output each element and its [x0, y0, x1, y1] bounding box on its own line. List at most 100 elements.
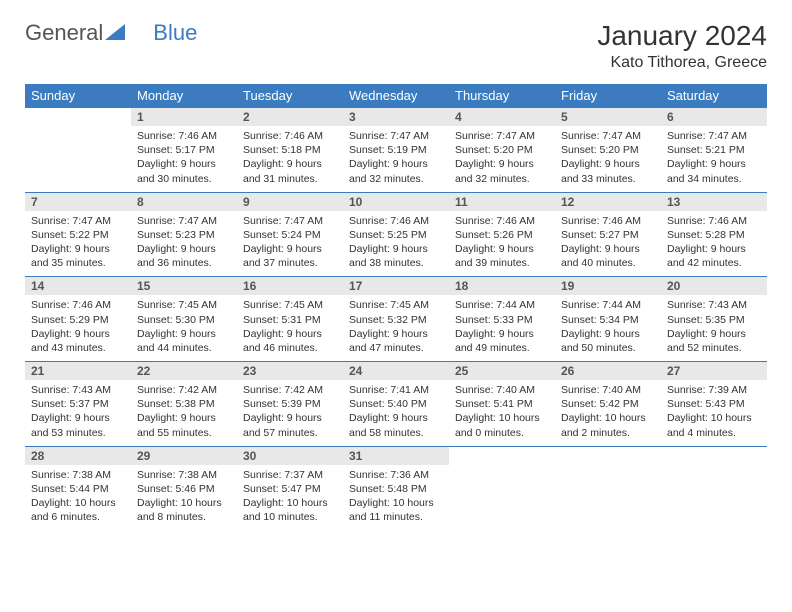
- day-number: 6: [661, 107, 767, 126]
- calendar-week-row: 7Sunrise: 7:47 AMSunset: 5:22 PMDaylight…: [25, 192, 767, 277]
- day-number: 24: [343, 361, 449, 380]
- column-header: Sunday: [25, 84, 131, 107]
- calendar-body: 1Sunrise: 7:46 AMSunset: 5:17 PMDaylight…: [25, 107, 767, 530]
- day-number: 23: [237, 361, 343, 380]
- calendar-day-cell: 11Sunrise: 7:46 AMSunset: 5:26 PMDayligh…: [449, 192, 555, 277]
- day-details: Sunrise: 7:47 AMSunset: 5:23 PMDaylight:…: [131, 211, 237, 277]
- month-title: January 2024: [597, 20, 767, 52]
- day-number: 25: [449, 361, 555, 380]
- day-details: Sunrise: 7:47 AMSunset: 5:22 PMDaylight:…: [25, 211, 131, 277]
- calendar-day-cell: 16Sunrise: 7:45 AMSunset: 5:31 PMDayligh…: [237, 276, 343, 361]
- calendar-day-cell: 14Sunrise: 7:46 AMSunset: 5:29 PMDayligh…: [25, 276, 131, 361]
- calendar-day-cell: 9Sunrise: 7:47 AMSunset: 5:24 PMDaylight…: [237, 192, 343, 277]
- day-details: Sunrise: 7:42 AMSunset: 5:39 PMDaylight:…: [237, 380, 343, 446]
- day-number: [25, 107, 131, 126]
- day-details: Sunrise: 7:45 AMSunset: 5:31 PMDaylight:…: [237, 295, 343, 361]
- day-number: 2: [237, 107, 343, 126]
- day-number: 17: [343, 276, 449, 295]
- day-details: Sunrise: 7:47 AMSunset: 5:21 PMDaylight:…: [661, 126, 767, 192]
- day-details: Sunrise: 7:40 AMSunset: 5:42 PMDaylight:…: [555, 380, 661, 446]
- day-number: 27: [661, 361, 767, 380]
- day-details: Sunrise: 7:47 AMSunset: 5:24 PMDaylight:…: [237, 211, 343, 277]
- calendar-day-cell: 8Sunrise: 7:47 AMSunset: 5:23 PMDaylight…: [131, 192, 237, 277]
- logo-text-1: General: [25, 20, 103, 46]
- day-number: 29: [131, 446, 237, 465]
- column-header: Tuesday: [237, 84, 343, 107]
- day-details: Sunrise: 7:46 AMSunset: 5:28 PMDaylight:…: [661, 211, 767, 277]
- day-number: 31: [343, 446, 449, 465]
- day-number: 21: [25, 361, 131, 380]
- day-number: [449, 446, 555, 465]
- calendar-day-cell: 23Sunrise: 7:42 AMSunset: 5:39 PMDayligh…: [237, 361, 343, 446]
- day-number: 19: [555, 276, 661, 295]
- day-number: 13: [661, 192, 767, 211]
- calendar-day-cell: 28Sunrise: 7:38 AMSunset: 5:44 PMDayligh…: [25, 446, 131, 531]
- calendar-day-cell: 29Sunrise: 7:38 AMSunset: 5:46 PMDayligh…: [131, 446, 237, 531]
- day-number: 16: [237, 276, 343, 295]
- logo-triangle-icon: [105, 20, 125, 46]
- day-number: [661, 446, 767, 465]
- day-number: 26: [555, 361, 661, 380]
- day-details: Sunrise: 7:43 AMSunset: 5:35 PMDaylight:…: [661, 295, 767, 361]
- day-details: Sunrise: 7:41 AMSunset: 5:40 PMDaylight:…: [343, 380, 449, 446]
- day-details: Sunrise: 7:46 AMSunset: 5:17 PMDaylight:…: [131, 126, 237, 192]
- day-details: Sunrise: 7:37 AMSunset: 5:47 PMDaylight:…: [237, 465, 343, 531]
- calendar-day-cell: 7Sunrise: 7:47 AMSunset: 5:22 PMDaylight…: [25, 192, 131, 277]
- day-number: 7: [25, 192, 131, 211]
- calendar-day-cell: 4Sunrise: 7:47 AMSunset: 5:20 PMDaylight…: [449, 107, 555, 192]
- column-header: Friday: [555, 84, 661, 107]
- day-details: Sunrise: 7:45 AMSunset: 5:32 PMDaylight:…: [343, 295, 449, 361]
- calendar-day-cell: 12Sunrise: 7:46 AMSunset: 5:27 PMDayligh…: [555, 192, 661, 277]
- header: General Blue January 2024 Kato Tithorea,…: [25, 20, 767, 72]
- calendar-day-cell: [555, 446, 661, 531]
- calendar-week-row: 21Sunrise: 7:43 AMSunset: 5:37 PMDayligh…: [25, 361, 767, 446]
- day-number: 15: [131, 276, 237, 295]
- logo-text-2: Blue: [153, 20, 197, 46]
- day-number: 12: [555, 192, 661, 211]
- day-details: Sunrise: 7:43 AMSunset: 5:37 PMDaylight:…: [25, 380, 131, 446]
- calendar-day-cell: 21Sunrise: 7:43 AMSunset: 5:37 PMDayligh…: [25, 361, 131, 446]
- calendar-week-row: 28Sunrise: 7:38 AMSunset: 5:44 PMDayligh…: [25, 446, 767, 531]
- calendar-day-cell: [25, 107, 131, 192]
- title-block: January 2024 Kato Tithorea, Greece: [597, 20, 767, 72]
- day-details: Sunrise: 7:44 AMSunset: 5:33 PMDaylight:…: [449, 295, 555, 361]
- day-details: Sunrise: 7:38 AMSunset: 5:44 PMDaylight:…: [25, 465, 131, 531]
- day-details: Sunrise: 7:46 AMSunset: 5:29 PMDaylight:…: [25, 295, 131, 361]
- day-number: 5: [555, 107, 661, 126]
- calendar-header-row: SundayMondayTuesdayWednesdayThursdayFrid…: [25, 84, 767, 107]
- day-details: Sunrise: 7:36 AMSunset: 5:48 PMDaylight:…: [343, 465, 449, 531]
- day-details: Sunrise: 7:40 AMSunset: 5:41 PMDaylight:…: [449, 380, 555, 446]
- calendar-day-cell: 26Sunrise: 7:40 AMSunset: 5:42 PMDayligh…: [555, 361, 661, 446]
- calendar-day-cell: 15Sunrise: 7:45 AMSunset: 5:30 PMDayligh…: [131, 276, 237, 361]
- day-number: 18: [449, 276, 555, 295]
- calendar-day-cell: 17Sunrise: 7:45 AMSunset: 5:32 PMDayligh…: [343, 276, 449, 361]
- day-number: 11: [449, 192, 555, 211]
- logo: General Blue: [25, 20, 197, 46]
- day-number: 20: [661, 276, 767, 295]
- day-number: [555, 446, 661, 465]
- calendar-day-cell: 13Sunrise: 7:46 AMSunset: 5:28 PMDayligh…: [661, 192, 767, 277]
- day-number: 8: [131, 192, 237, 211]
- day-details: Sunrise: 7:39 AMSunset: 5:43 PMDaylight:…: [661, 380, 767, 446]
- calendar-week-row: 1Sunrise: 7:46 AMSunset: 5:17 PMDaylight…: [25, 107, 767, 192]
- day-details: Sunrise: 7:46 AMSunset: 5:18 PMDaylight:…: [237, 126, 343, 192]
- day-details: Sunrise: 7:47 AMSunset: 5:20 PMDaylight:…: [555, 126, 661, 192]
- calendar-day-cell: 25Sunrise: 7:40 AMSunset: 5:41 PMDayligh…: [449, 361, 555, 446]
- day-number: 14: [25, 276, 131, 295]
- calendar-week-row: 14Sunrise: 7:46 AMSunset: 5:29 PMDayligh…: [25, 276, 767, 361]
- column-header: Thursday: [449, 84, 555, 107]
- day-details: Sunrise: 7:42 AMSunset: 5:38 PMDaylight:…: [131, 380, 237, 446]
- calendar-table: SundayMondayTuesdayWednesdayThursdayFrid…: [25, 84, 767, 530]
- calendar-day-cell: 6Sunrise: 7:47 AMSunset: 5:21 PMDaylight…: [661, 107, 767, 192]
- column-header: Wednesday: [343, 84, 449, 107]
- calendar-day-cell: 27Sunrise: 7:39 AMSunset: 5:43 PMDayligh…: [661, 361, 767, 446]
- day-number: 3: [343, 107, 449, 126]
- calendar-day-cell: 2Sunrise: 7:46 AMSunset: 5:18 PMDaylight…: [237, 107, 343, 192]
- column-header: Monday: [131, 84, 237, 107]
- calendar-day-cell: [661, 446, 767, 531]
- calendar-day-cell: 3Sunrise: 7:47 AMSunset: 5:19 PMDaylight…: [343, 107, 449, 192]
- day-details: Sunrise: 7:46 AMSunset: 5:26 PMDaylight:…: [449, 211, 555, 277]
- day-details: Sunrise: 7:47 AMSunset: 5:20 PMDaylight:…: [449, 126, 555, 192]
- day-number: 10: [343, 192, 449, 211]
- calendar-day-cell: 20Sunrise: 7:43 AMSunset: 5:35 PMDayligh…: [661, 276, 767, 361]
